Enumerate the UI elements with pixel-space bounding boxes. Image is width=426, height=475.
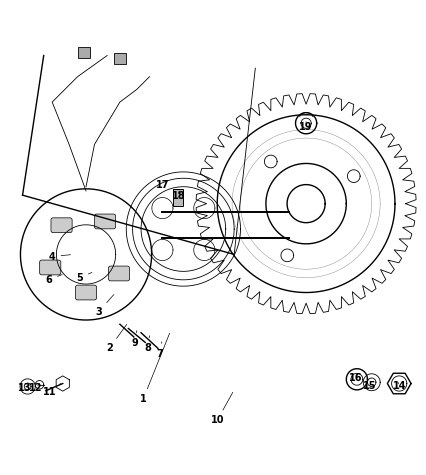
Text: 1: 1 [140, 333, 170, 404]
Bar [173, 189, 183, 206]
Bar [114, 53, 126, 64]
FancyBboxPatch shape [109, 266, 130, 281]
Text: 13: 13 [18, 383, 32, 393]
Text: 11: 11 [43, 383, 60, 397]
Text: 9: 9 [131, 331, 138, 348]
FancyBboxPatch shape [40, 260, 61, 275]
Text: 4: 4 [49, 252, 71, 262]
Text: 14: 14 [392, 381, 406, 391]
FancyBboxPatch shape [95, 214, 115, 229]
Text: 10: 10 [210, 392, 233, 425]
Text: 7: 7 [157, 342, 164, 359]
Text: 5: 5 [76, 273, 92, 283]
Text: 2: 2 [106, 324, 127, 353]
Text: 3: 3 [95, 294, 114, 316]
Text: 12: 12 [29, 383, 43, 393]
Text: 8: 8 [144, 336, 151, 353]
Text: 19: 19 [299, 122, 313, 132]
Bar [78, 47, 90, 57]
Text: 16: 16 [349, 373, 363, 383]
FancyBboxPatch shape [75, 285, 97, 300]
Text: 6: 6 [46, 275, 62, 285]
Text: 15: 15 [363, 381, 376, 391]
FancyBboxPatch shape [51, 218, 72, 233]
Text: 17: 17 [155, 180, 169, 190]
Text: 18: 18 [172, 191, 185, 201]
